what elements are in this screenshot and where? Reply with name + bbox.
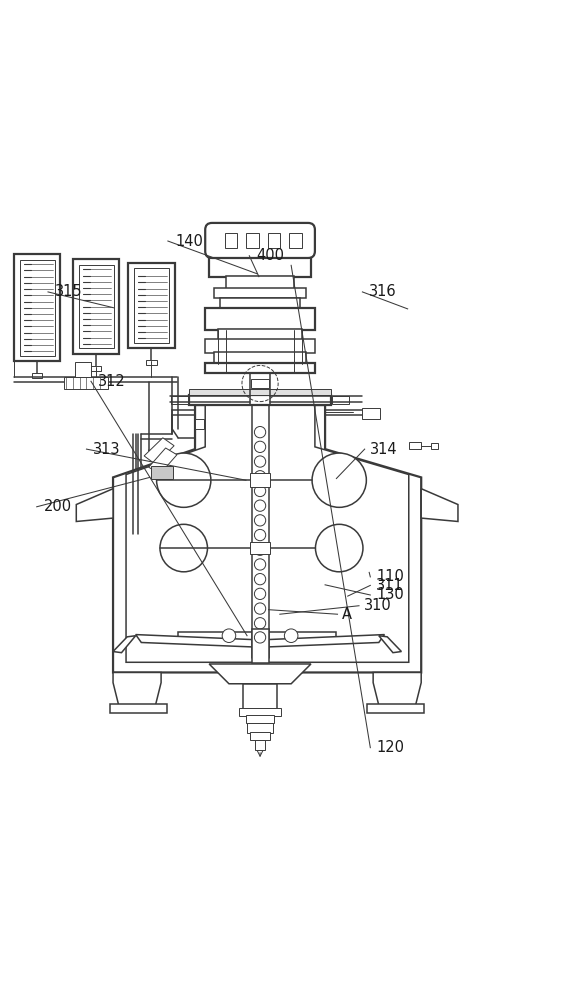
Bar [14,254,61,361]
Text: A: A [342,607,352,622]
Bar [214,352,307,364]
Circle shape [312,453,367,507]
Circle shape [284,629,298,642]
Bar [204,363,315,373]
Polygon shape [266,635,384,647]
Bar [190,395,331,405]
Bar [190,389,331,395]
Bar [75,362,91,377]
Circle shape [255,471,266,482]
Bar [178,632,336,642]
Polygon shape [126,405,409,662]
Text: 400: 400 [256,248,284,263]
Circle shape [255,529,266,541]
Polygon shape [144,438,174,464]
Circle shape [255,574,266,585]
Polygon shape [113,405,421,672]
Text: 311: 311 [376,578,404,593]
Bar [214,288,307,298]
Text: 314: 314 [371,442,398,457]
Bar [195,419,203,429]
Circle shape [255,544,266,555]
Bar [332,396,349,404]
Bar [209,250,311,277]
Text: 313: 313 [93,442,120,457]
Bar [225,233,238,248]
Bar [247,723,273,733]
Circle shape [255,441,266,453]
Bar [20,260,55,356]
Circle shape [255,588,266,600]
Polygon shape [373,672,421,705]
Bar [204,308,315,330]
Circle shape [255,485,266,497]
FancyBboxPatch shape [205,223,315,258]
Circle shape [255,426,266,438]
Bar [110,704,167,713]
Bar [73,259,119,354]
Bar [226,276,294,289]
Bar [128,263,175,348]
Text: 312: 312 [98,374,126,389]
Bar [255,740,265,750]
Text: 200: 200 [43,499,71,514]
Text: 316: 316 [369,284,397,299]
Bar [134,268,169,343]
Circle shape [156,453,211,507]
Bar [91,366,101,371]
Bar [250,473,270,487]
Bar [362,408,380,419]
Bar [204,339,315,353]
Polygon shape [113,672,161,705]
Bar [268,233,280,248]
Circle shape [255,500,266,511]
Bar [79,265,114,348]
Polygon shape [209,664,311,684]
Bar [171,396,188,404]
Circle shape [315,524,363,572]
Polygon shape [379,636,401,653]
Bar [251,732,270,740]
Text: 130: 130 [376,587,404,602]
Circle shape [255,456,266,467]
Circle shape [222,629,236,642]
Polygon shape [113,636,136,653]
Bar [252,629,268,663]
Polygon shape [77,489,113,521]
Bar [431,443,438,449]
Bar [239,708,281,716]
Polygon shape [148,448,177,474]
Bar [368,704,424,713]
Circle shape [255,618,266,629]
Circle shape [255,515,266,526]
Polygon shape [136,635,255,647]
Bar [146,360,156,365]
Text: 120: 120 [376,740,404,755]
Circle shape [255,559,266,570]
Text: 110: 110 [376,569,404,584]
Bar [247,233,259,248]
Text: 315: 315 [55,284,82,299]
Text: 140: 140 [175,234,203,249]
Bar [64,377,108,389]
Bar [246,715,274,723]
Circle shape [160,524,207,572]
Bar [32,373,42,378]
Circle shape [255,603,266,614]
Bar [151,466,173,479]
Circle shape [255,632,266,643]
Bar [289,233,302,248]
Bar [220,298,300,309]
Bar [218,329,303,341]
Bar [251,379,269,388]
Bar [243,684,277,709]
Bar [250,542,270,554]
Text: 310: 310 [364,598,391,613]
Polygon shape [421,489,458,521]
Bar [409,442,421,449]
